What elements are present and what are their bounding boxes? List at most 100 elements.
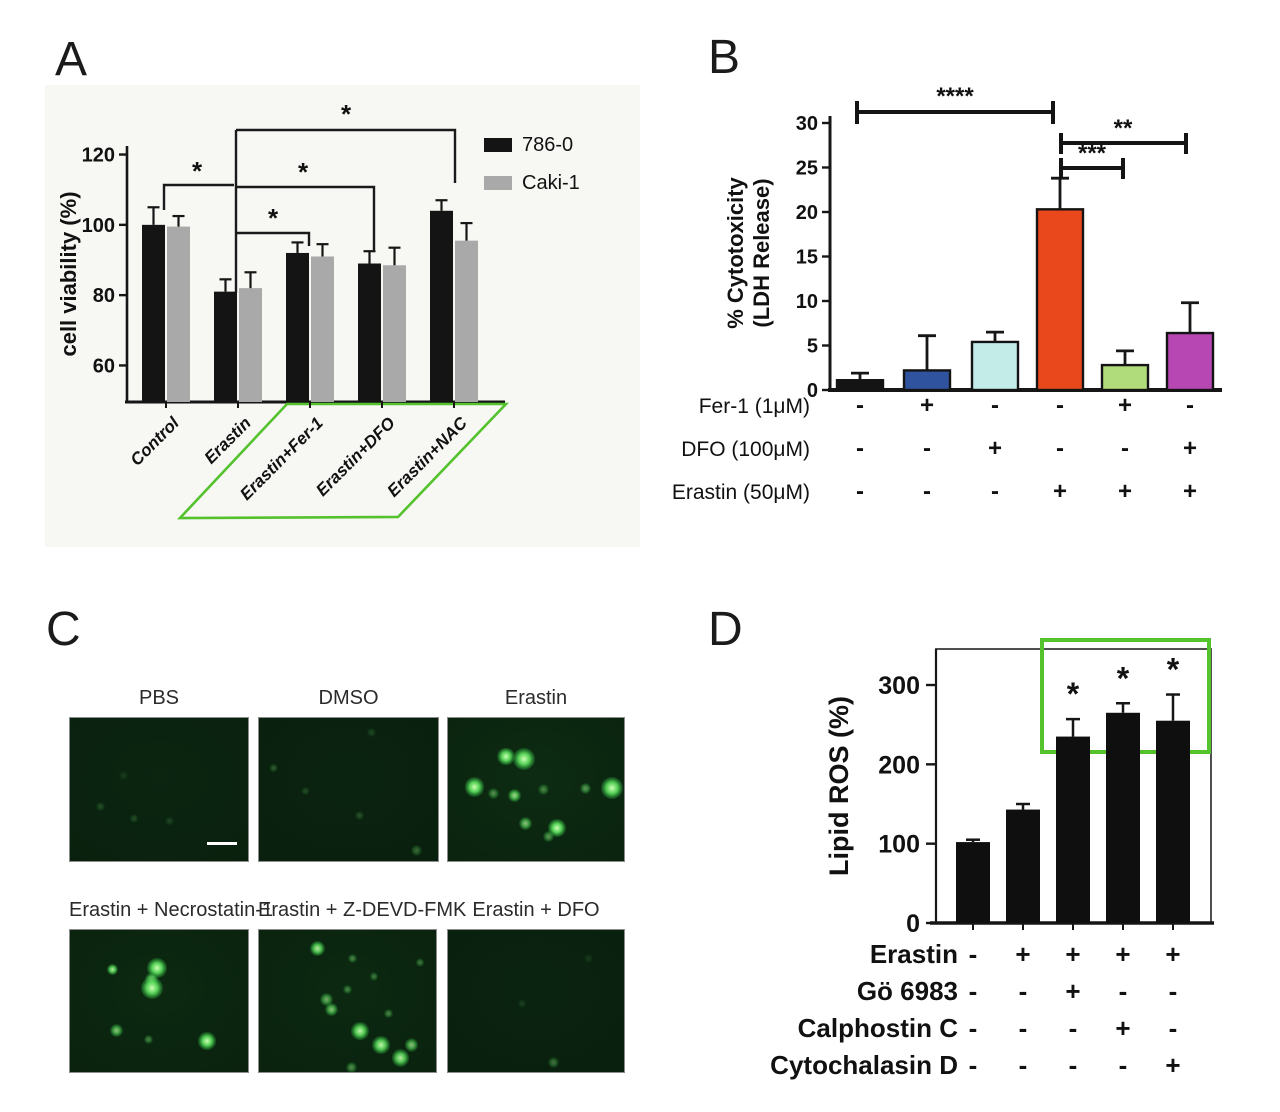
fluorescent-dot bbox=[391, 1049, 410, 1067]
y-tick-label: 100 bbox=[82, 215, 115, 237]
condition-label: Calphostin C bbox=[798, 1013, 959, 1043]
fluorescent-dot bbox=[548, 1056, 560, 1068]
fluorescent-dot bbox=[415, 958, 425, 968]
condition-sign: - bbox=[856, 478, 864, 505]
micrograph-label: Erastin + Z-DEVD-FMK bbox=[258, 899, 467, 921]
fluorescent-dot bbox=[109, 1024, 123, 1038]
condition-sign: - bbox=[1169, 1013, 1178, 1043]
significance-star: * bbox=[341, 99, 352, 129]
fluorescent-dot bbox=[129, 813, 139, 823]
fluorescent-dot bbox=[367, 727, 377, 737]
condition-sign: - bbox=[856, 392, 864, 419]
condition-sign: + bbox=[1183, 478, 1197, 505]
micrograph-panel: Erastin + DFO bbox=[447, 898, 625, 1073]
y-axis-title: cell viability (%) bbox=[56, 191, 81, 356]
y-tick-label: 300 bbox=[878, 672, 920, 700]
condition-sign: - bbox=[969, 939, 978, 969]
bar bbox=[835, 379, 885, 392]
fluorescent-dot bbox=[411, 845, 423, 857]
fluorescent-dot bbox=[107, 964, 119, 976]
condition-sign: - bbox=[1119, 976, 1128, 1006]
fluorescent-dot bbox=[95, 802, 105, 812]
condition-sign: - bbox=[1019, 976, 1028, 1006]
bar bbox=[1100, 363, 1150, 392]
condition-sign: - bbox=[1119, 1050, 1128, 1080]
significance-star: * bbox=[1167, 652, 1180, 688]
bar bbox=[455, 240, 478, 402]
y-axis-title: % Cytotoxicity bbox=[723, 176, 748, 328]
significance-bracket bbox=[236, 185, 376, 252]
scale-bar bbox=[207, 841, 238, 846]
condition-label: DFO (100μM) bbox=[681, 438, 810, 461]
condition-sign: - bbox=[1186, 392, 1194, 419]
fluorescent-dot bbox=[464, 776, 485, 797]
fluorescent-dot bbox=[268, 763, 278, 773]
micrograph-panel: PBS bbox=[69, 686, 249, 862]
panel-c-letter: C bbox=[46, 603, 81, 656]
y-tick-label: 100 bbox=[878, 831, 920, 859]
micrograph-image bbox=[69, 929, 249, 1073]
condition-sign: + bbox=[1065, 939, 1080, 969]
condition-sign: - bbox=[1069, 1013, 1078, 1043]
legend-swatch bbox=[484, 176, 512, 190]
bar bbox=[902, 369, 952, 392]
bar bbox=[1106, 712, 1140, 923]
micrograph-image bbox=[258, 929, 437, 1073]
condition-label: Gö 6983 bbox=[857, 976, 958, 1006]
condition-sign: - bbox=[1056, 435, 1064, 462]
bar bbox=[167, 226, 190, 402]
bar bbox=[970, 340, 1020, 392]
bar bbox=[1035, 208, 1085, 392]
fluorescent-dot bbox=[383, 1009, 393, 1019]
fluorescent-dot bbox=[324, 1002, 339, 1017]
panel-b-chart: 0 5 10 15 20 25 30 % Cytotoxicity (LDH Release) *… bbox=[672, 83, 1222, 505]
micrograph-panel: Erastin + Z-DEVD-FMK bbox=[258, 898, 467, 1073]
y-tick-label: 80 bbox=[93, 285, 115, 307]
micrograph-label: PBS bbox=[138, 687, 180, 709]
fluorescent-dot bbox=[537, 784, 549, 795]
fluorescent-dot bbox=[198, 1031, 216, 1050]
y-tick-label: 20 bbox=[796, 202, 818, 224]
micrograph-image bbox=[447, 717, 625, 862]
condition-label: Cytochalasin D bbox=[770, 1050, 958, 1080]
condition-sign: + bbox=[1015, 939, 1030, 969]
significance-star: **** bbox=[936, 83, 974, 110]
micrograph-image bbox=[258, 717, 439, 862]
bar bbox=[430, 210, 453, 402]
legend-label: Caki-1 bbox=[522, 172, 580, 194]
fluorescent-dot bbox=[301, 786, 310, 796]
condition-sign: - bbox=[1169, 976, 1178, 1006]
condition-sign: - bbox=[856, 435, 864, 462]
micrograph-panel: Erastin bbox=[447, 686, 625, 862]
fluorescent-dot bbox=[143, 1034, 153, 1044]
significance-bracket bbox=[855, 101, 1055, 124]
micrograph-image bbox=[447, 929, 625, 1073]
significance-bracket bbox=[1059, 133, 1188, 154]
y-tick-label: 60 bbox=[93, 355, 115, 377]
fluorescent-dot bbox=[579, 782, 591, 794]
bar bbox=[1165, 331, 1215, 392]
fluorescent-dot bbox=[343, 985, 352, 995]
condition-sign: + bbox=[988, 435, 1002, 462]
y-tick-label: 0 bbox=[807, 380, 818, 402]
condition-sign: + bbox=[1183, 435, 1197, 462]
condition-sign: + bbox=[1165, 1050, 1180, 1080]
bar bbox=[239, 288, 262, 402]
y-axis-title: Lipid ROS (%) bbox=[824, 696, 854, 876]
condition-label: Fer-1 (1μM) bbox=[699, 395, 810, 418]
significance-star: * bbox=[1117, 660, 1130, 696]
fluorescent-dot bbox=[542, 831, 554, 843]
fluorescent-dot bbox=[351, 1022, 369, 1040]
y-tick-label: 120 bbox=[82, 145, 115, 167]
condition-sign: + bbox=[1065, 976, 1080, 1006]
fluorescent-dot bbox=[497, 747, 515, 766]
bar bbox=[956, 842, 990, 923]
bar bbox=[383, 265, 406, 402]
bar bbox=[1156, 720, 1190, 923]
legend-swatch bbox=[484, 138, 512, 152]
fluorescent-dot bbox=[512, 748, 535, 771]
fluorescent-dot bbox=[165, 816, 175, 826]
condition-sign: - bbox=[969, 1050, 978, 1080]
